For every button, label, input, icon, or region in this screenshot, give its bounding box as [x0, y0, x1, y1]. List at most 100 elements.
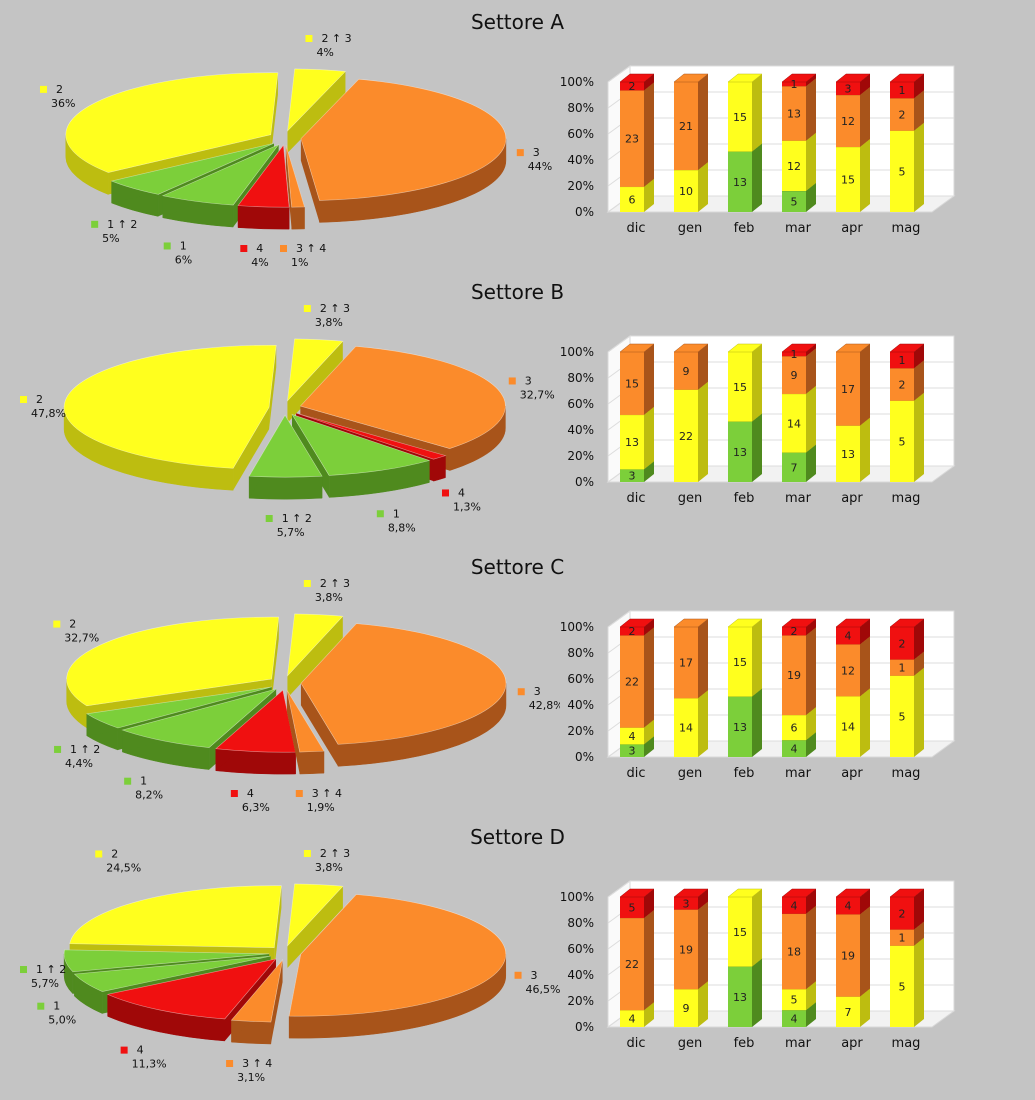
bar-segment-side	[644, 74, 654, 91]
gridline	[607, 880, 954, 898]
bar-segment	[674, 698, 698, 757]
bar-segment	[782, 715, 806, 741]
pie-slice-top	[248, 414, 323, 478]
y-tick-label: 20%	[567, 724, 594, 738]
bar-stack-dic: 3 13 15	[619, 343, 655, 483]
pie-label-category: 2 ↑ 3	[320, 302, 350, 315]
pie-label-cat-4: 41,3%	[441, 486, 481, 513]
bar-data-label: 2	[629, 80, 636, 93]
bar-data-label: 4	[845, 630, 852, 643]
bar-segment	[836, 95, 860, 147]
pie-label-percent: 36%	[51, 97, 75, 110]
bar-segment	[890, 897, 914, 930]
bar-segment-top	[727, 73, 763, 83]
pie-label-cat-3: 344%	[516, 146, 552, 173]
x-tick-label: mar	[785, 491, 812, 506]
bar-segment-side	[752, 688, 762, 757]
bar-data-label: 15	[733, 111, 747, 124]
pie-slice-top	[287, 68, 347, 132]
stacked-bar-chart: 0%20%40%60%80%100%34222dic1417gen1315feb…	[560, 610, 956, 781]
x-tick-label: dic	[626, 766, 645, 781]
bar-data-label: 5	[899, 165, 906, 178]
bar-segment-top	[619, 888, 655, 898]
bar-segment	[836, 352, 860, 426]
bar-segment	[890, 368, 914, 401]
pie-slice-top	[288, 894, 507, 1017]
bar-data-label: 5	[899, 980, 906, 993]
bar-segment-side	[806, 981, 816, 1011]
stacked-bar-chart: 0%20%40%60%80%100%6232dic1021gen1315feb5…	[560, 65, 956, 236]
bar-segment	[620, 469, 644, 482]
legend-swatch	[39, 85, 47, 93]
pie-label-percent: 3,8%	[315, 591, 343, 604]
pie-label-cat-3-4: 3 ↑ 41,9%	[295, 787, 342, 814]
pie-slice-cat-1-2	[248, 414, 323, 500]
bar-segment	[728, 421, 752, 482]
pie-label-category: 1 ↑ 2	[282, 512, 312, 525]
bar-segment	[890, 659, 914, 676]
pie-chart: 2 ↑ 33,8%342,8%3 ↑ 41,9%46,3%18,2%1 ↑ 24…	[53, 577, 560, 814]
y-tick-label: 100%	[560, 75, 594, 89]
bar-segment-side	[698, 901, 708, 990]
pie-label-cat-4: 44%	[240, 242, 269, 269]
pie-slice-cut	[269, 345, 277, 430]
bar-data-label: 9	[683, 365, 690, 378]
bar-data-label: 22	[679, 430, 693, 443]
bar-data-label: 13	[841, 448, 855, 461]
pie-slice-cut	[300, 138, 320, 223]
bar-data-label: 4	[791, 1013, 798, 1026]
bar-segment-side	[860, 139, 870, 212]
bar-segment	[782, 393, 806, 453]
bar-segment-side	[752, 413, 762, 482]
x-tick-label: feb	[734, 221, 755, 236]
bar-segment-side	[860, 636, 870, 697]
pie-label-category: 1 ↑ 2	[36, 963, 66, 976]
bar-segment	[674, 389, 698, 482]
bar-segment-side	[914, 90, 924, 131]
pie-label-cat-4: 46,3%	[230, 787, 270, 814]
bar-data-label: 13	[733, 991, 747, 1004]
bar-segment-side	[914, 889, 924, 930]
pie-label-category: 2 ↑ 3	[321, 32, 351, 45]
pie-label-category: 4	[458, 486, 465, 499]
bar-segment-side	[860, 988, 870, 1027]
bar-segment	[782, 452, 806, 482]
bar-segment-top	[619, 73, 655, 83]
bar-segment	[620, 917, 644, 1011]
bar-data-label: 4	[791, 899, 798, 912]
bar-segment-side	[914, 619, 924, 660]
y-tick-label: 0%	[575, 475, 594, 489]
legend-swatch	[20, 966, 27, 974]
x-tick-label: feb	[734, 491, 755, 506]
bar-stack-feb: 13 15	[727, 343, 763, 482]
sector-title: Settore D	[470, 825, 565, 849]
bar-segment-side	[752, 74, 762, 152]
pie-label-percent: 3,8%	[315, 316, 343, 329]
legend-swatch	[280, 245, 288, 252]
bar-segment	[836, 996, 860, 1027]
x-tick-label: mar	[785, 766, 812, 781]
pie-label-category: 2	[56, 83, 63, 96]
bar-data-label: 2	[629, 625, 636, 638]
bar-segment-top	[673, 888, 709, 898]
bar-data-label: 7	[845, 1006, 852, 1019]
bar-data-label: 2	[791, 625, 798, 638]
bar-segment	[620, 90, 644, 187]
pie-label-percent: 24,5%	[106, 861, 141, 874]
y-tick-label: 0%	[575, 205, 594, 219]
pie-slice-cat-3	[288, 894, 507, 1039]
bar-segment	[890, 675, 914, 757]
bar-segment-side	[644, 619, 654, 636]
pie-slice-cat-3	[300, 623, 507, 767]
y-tick-label: 80%	[567, 101, 594, 115]
bar-segment-side	[752, 344, 762, 422]
stacked-bar-chart: 0%20%40%60%80%100%31315dic229gen1315feb7…	[560, 335, 956, 506]
bar-segment-side	[860, 688, 870, 757]
bar-segment-top	[619, 343, 655, 353]
bar-stack-apr: 14 12 4	[835, 618, 871, 757]
legend-swatch	[91, 220, 99, 228]
pie-label-cat-2: 236%	[39, 83, 75, 110]
